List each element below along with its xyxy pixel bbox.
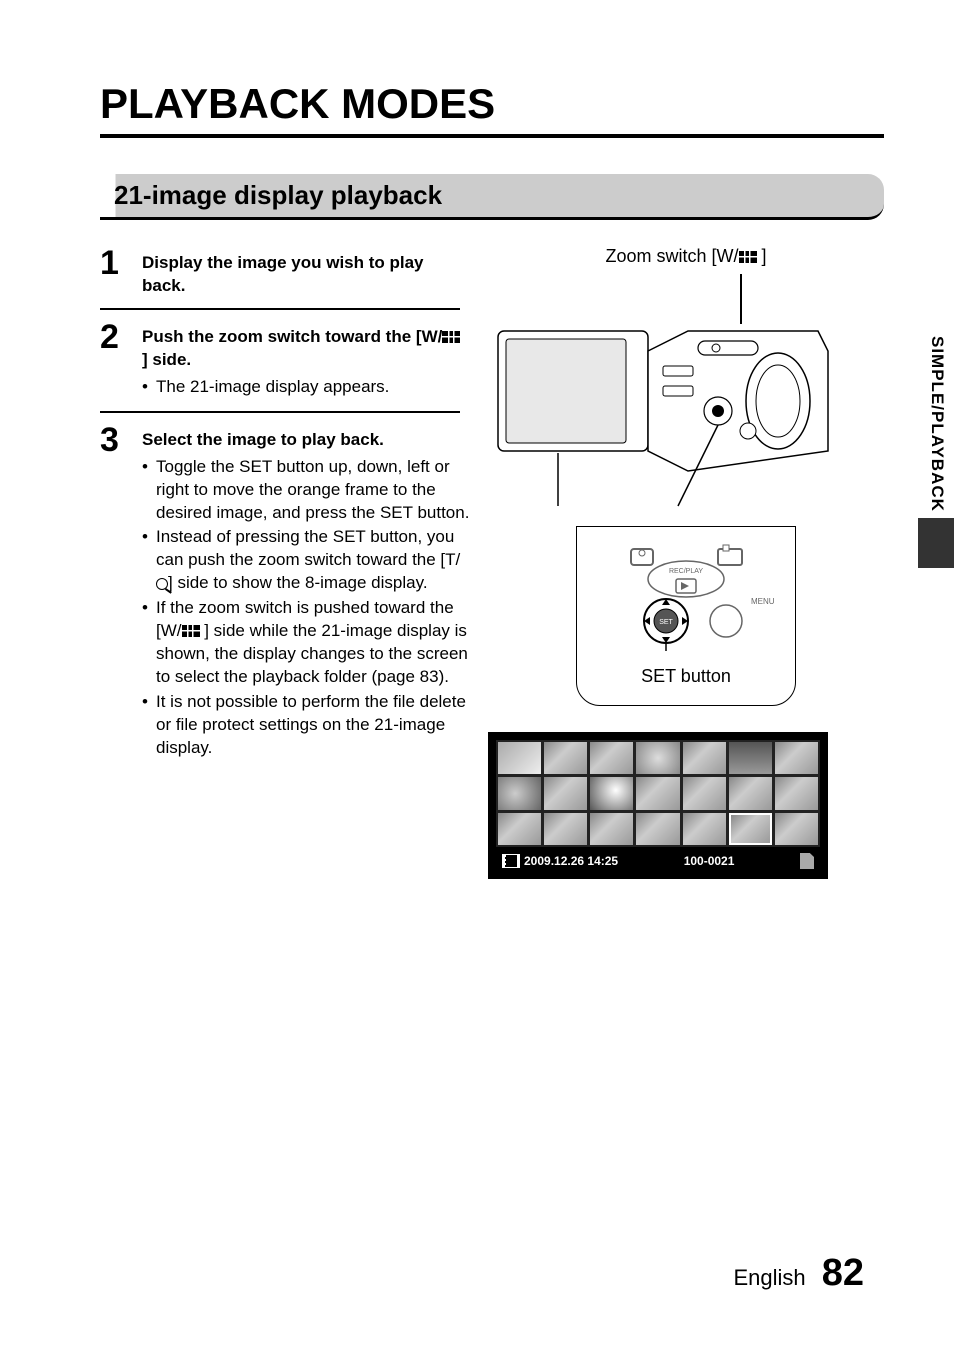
step-title: Display the image you wish to play back. <box>142 253 424 295</box>
step-bullet: If the zoom switch is pushed toward the … <box>142 597 470 689</box>
set-button-label: SET button <box>587 666 785 687</box>
pointer-line <box>740 274 742 324</box>
grid-icon <box>182 625 200 637</box>
thumbnail <box>590 742 633 774</box>
step-divider <box>100 411 460 413</box>
thumbnail <box>636 742 679 774</box>
zoom-switch-label: Zoom switch [W/ ] <box>488 246 884 267</box>
thumbnail <box>775 777 818 809</box>
step-3: 3 Select the image to play back. Toggle … <box>100 423 470 762</box>
thumbnail-display: 2009.12.26 14:25 100-0021 <box>488 732 828 879</box>
side-tab: SIMPLE/PLAYBACK <box>918 330 954 590</box>
side-tab-marker <box>918 518 954 568</box>
menu-label-text: MENU <box>751 597 775 606</box>
page-title: PLAYBACK MODES <box>100 80 884 138</box>
step-1: 1 Display the image you wish to play bac… <box>100 246 470 298</box>
steps-column: 1 Display the image you wish to play bac… <box>100 246 470 879</box>
step-title: Push the zoom switch toward the [W/ ] si… <box>142 327 460 369</box>
thumbnail <box>498 813 541 845</box>
diagram-column: Zoom switch [W/ ] <box>488 246 884 879</box>
camera-illustration <box>488 271 848 521</box>
film-icon <box>502 854 520 868</box>
side-tab-label: SIMPLE/PLAYBACK <box>918 330 954 518</box>
thumbnail <box>498 742 541 774</box>
step-divider <box>100 308 460 310</box>
step-number: 1 <box>100 246 128 298</box>
thumbnail <box>498 777 541 809</box>
step-title: Select the image to play back. <box>142 430 384 449</box>
control-panel: REC/PLAY SET MENU SET button <box>576 526 796 706</box>
step-2: 2 Push the zoom switch toward the [W/ ] … <box>100 320 470 401</box>
thumbnail <box>544 742 587 774</box>
step-number: 2 <box>100 320 128 401</box>
thumbnail <box>590 813 633 845</box>
step-bullet: It is not possible to perform the file d… <box>142 691 470 760</box>
section-heading: 21-image display playback <box>100 174 884 220</box>
footer-language: English <box>733 1265 805 1290</box>
step-bullet: Toggle the SET button up, down, left or … <box>142 456 470 525</box>
page-number: 82 <box>822 1252 864 1294</box>
thumbnail <box>683 742 726 774</box>
file-counter: 100-0021 <box>684 854 735 868</box>
thumbnail <box>590 777 633 809</box>
thumbnail <box>729 813 772 845</box>
page-footer: English 82 <box>733 1252 864 1295</box>
grid-icon <box>739 251 757 263</box>
thumbnail <box>775 742 818 774</box>
set-label-text: SET <box>659 619 673 626</box>
thumbnail <box>683 777 726 809</box>
step-bullet: Instead of pressing the SET button, you … <box>142 526 470 595</box>
step-number: 3 <box>100 423 128 762</box>
thumbnail <box>544 813 587 845</box>
thumbnail <box>775 813 818 845</box>
thumbnail <box>636 777 679 809</box>
step-bullet: The 21-image display appears. <box>142 376 470 399</box>
thumbnail-status-bar: 2009.12.26 14:25 100-0021 <box>496 847 820 871</box>
sd-card-icon <box>800 853 814 869</box>
grid-icon <box>442 331 460 343</box>
svg-text:REC/PLAY: REC/PLAY <box>669 568 703 575</box>
timestamp: 2009.12.26 14:25 <box>524 854 618 868</box>
thumbnail <box>729 742 772 774</box>
thumbnail <box>636 813 679 845</box>
thumbnail-grid <box>496 740 820 847</box>
thumbnail <box>544 777 587 809</box>
magnify-icon <box>156 578 168 590</box>
thumbnail <box>729 777 772 809</box>
thumbnail <box>683 813 726 845</box>
